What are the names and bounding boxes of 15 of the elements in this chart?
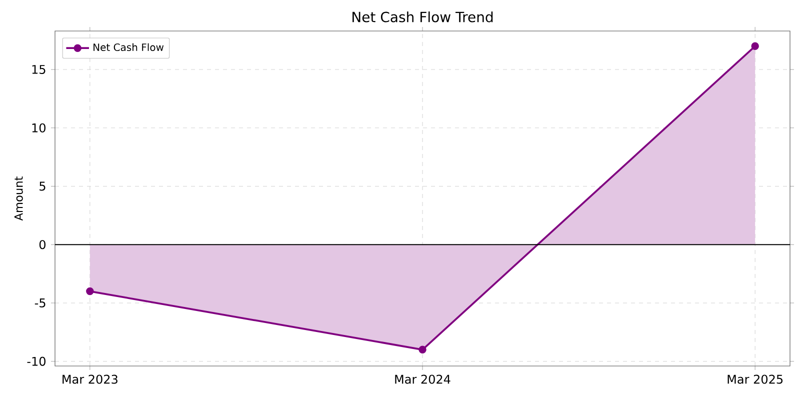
x-tick-label: Mar 2023 — [62, 374, 118, 384]
point — [751, 42, 759, 50]
y-tick-label: 10 — [32, 123, 46, 132]
point — [86, 287, 94, 296]
y-tick-label: 15 — [32, 65, 46, 74]
y-tick-label: -5 — [34, 298, 46, 308]
x-tick-label: Mar 2025 — [728, 374, 783, 384]
y-tick-label: 0 — [39, 240, 46, 250]
y-tick-label: -10 — [27, 356, 46, 366]
point — [418, 346, 426, 354]
y-tick-label: 5 — [40, 182, 46, 191]
legend-label: Net Cash Flow — [94, 43, 164, 52]
chart-title: Net Cash Flow Trend — [352, 11, 493, 22]
y-axis-title: Amount — [14, 176, 23, 221]
x-tick-label: Mar 2024 — [395, 374, 450, 384]
